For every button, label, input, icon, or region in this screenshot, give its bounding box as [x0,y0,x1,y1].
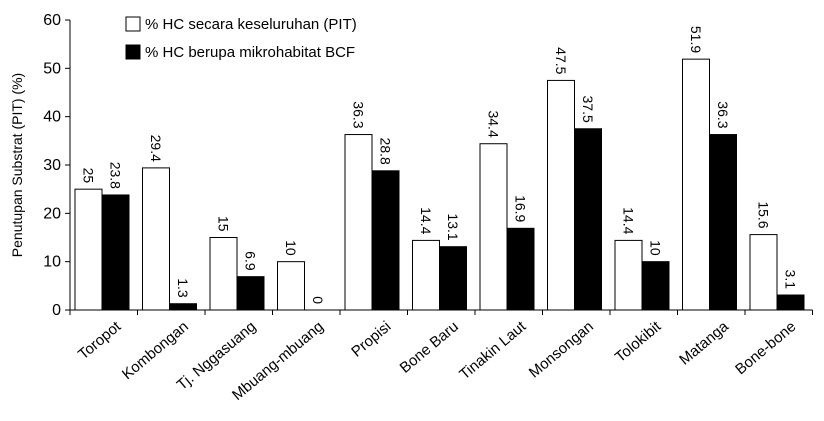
data-label: 10 [283,240,299,256]
bar-bcf-5 [439,246,467,311]
bar-overall-pit-10 [749,234,778,311]
data-label: 0 [310,296,326,304]
data-label: 6.9 [243,251,259,271]
bar-overall-pit-7 [547,79,575,311]
data-label: 36.3 [351,101,367,128]
bar-bcf-10 [776,294,805,311]
y-tick-label: 30 [43,157,61,174]
bar-bcf-8 [641,261,670,311]
data-label: 1.3 [175,278,191,298]
bar-overall-pit-4 [344,134,373,311]
category-label: Toropot [75,318,125,364]
bar-bcf-2 [236,276,265,311]
y-axis-ticks: 0 10 20 30 40 50 60 [43,12,70,319]
category-label: Kombongan [119,318,192,383]
data-labels-group: 25 23.8 29.4 1.3 15 6.9 10 0 36.3 28.8 14.4 13.1 34.… [81,26,799,304]
bar-overall-pit-1 [142,167,170,311]
data-label: 16.9 [513,195,529,222]
legend-label-bcf-microhabitat: % HC berupa mikrohabitat BCF [145,44,355,61]
data-label: 15 [216,216,232,232]
data-label: 37.5 [580,96,596,123]
y-tick-label: 40 [43,109,61,126]
legend: % HC secara keseluruhan (PIT) % HC berup… [125,16,357,61]
data-label: 3.1 [783,270,799,290]
bar-overall-pit-5 [412,239,440,311]
data-label: 51.9 [688,26,704,53]
category-label: Tinakin Laut [456,318,530,384]
data-label: 23.8 [108,162,124,189]
legend-swatch-overall-pit [125,16,141,32]
bar-bcf-1 [169,303,197,311]
bar-bcf-6 [506,227,535,311]
data-label: 29.4 [148,135,164,162]
data-label: 15.6 [756,201,772,228]
bar-overall-pit-8 [614,239,643,311]
y-axis-title: Penutupan Substrat (PIT) (%) [9,73,25,257]
category-label: Bone-bone [732,318,799,378]
y-tick-label: 50 [43,60,61,77]
category-label: Propisi [348,318,394,361]
bar-bcf-7 [574,128,602,311]
y-tick-label: 0 [52,302,61,319]
bar-bcf-0 [101,194,130,311]
data-label: 36.3 [715,101,731,128]
data-label: 14.4 [418,207,434,234]
y-tick-label: 20 [43,205,61,222]
legend-swatch-bcf-microhabitat [125,44,141,60]
bars-group [74,58,805,311]
bar-overall-pit-0 [74,188,103,311]
bar-bcf-9 [709,134,737,311]
data-label: 28.8 [378,138,394,165]
category-label: Monsongan [526,318,597,381]
category-label: Tolokibit [612,318,665,366]
category-label: Bone Baru [397,318,462,377]
y-tick-label: 10 [43,254,61,271]
data-label: 14.4 [621,207,637,234]
bar-overall-pit-9 [682,58,710,311]
data-label: 34.4 [486,110,502,137]
data-label: 25 [81,168,97,184]
bar-overall-pit-2 [209,237,238,311]
y-tick-label: 60 [43,12,61,29]
bar-bcf-4 [371,170,400,311]
bar-overall-pit-3 [277,261,305,311]
axes [69,20,813,311]
data-label: 47.5 [553,47,569,74]
data-label: 13.1 [445,213,461,240]
bar-overall-pit-6 [479,143,508,311]
legend-label-overall-pit: % HC secara keseluruhan (PIT) [145,16,357,33]
category-label: Matanga [676,318,732,369]
data-label: 10 [648,240,664,256]
